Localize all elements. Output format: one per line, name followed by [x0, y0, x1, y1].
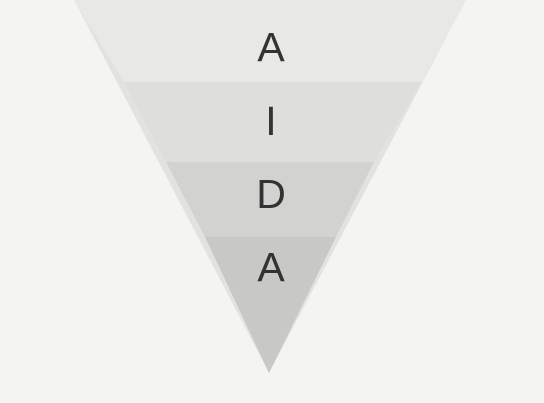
stage-label-action: A — [257, 244, 285, 290]
funnel-stage-action — [205, 237, 336, 373]
stage-label-interest: I — [265, 98, 277, 144]
funnel-stage-interest — [124, 82, 422, 162]
funnel-stage-desire — [166, 162, 374, 237]
stage-label-desire: D — [256, 171, 286, 217]
stage-label-attention: A — [257, 24, 285, 70]
funnel-stage-attention — [74, 0, 466, 82]
